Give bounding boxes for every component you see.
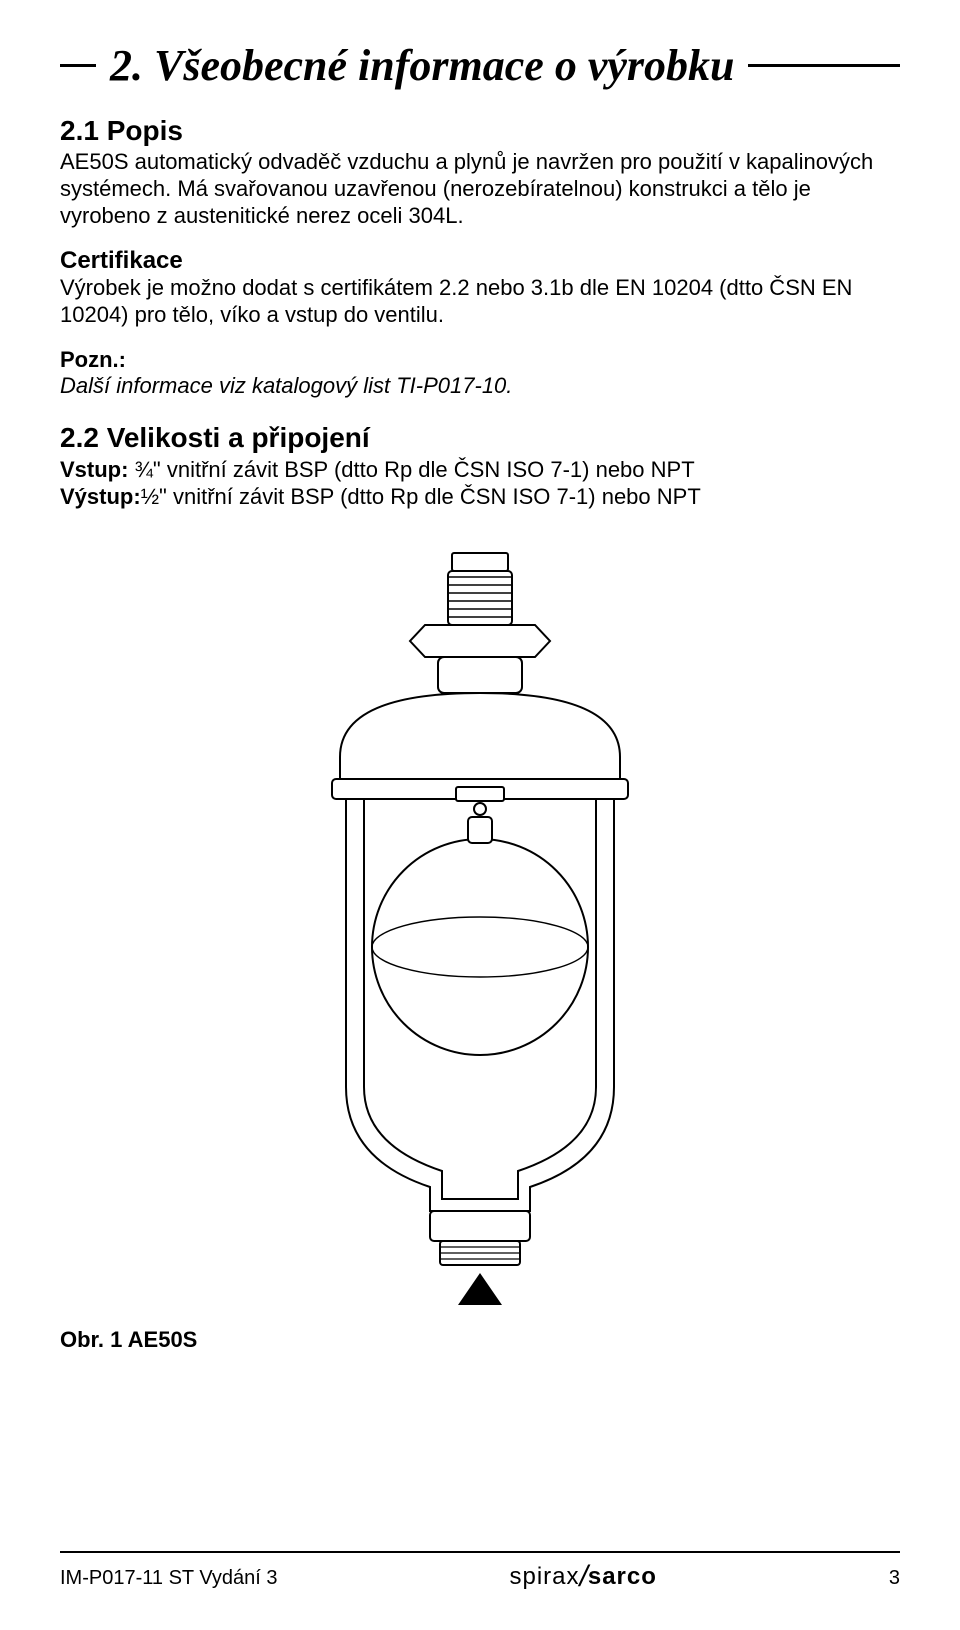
brand-logo: spirax/sarco bbox=[278, 1561, 889, 1590]
footer-page-number: 3 bbox=[889, 1567, 900, 1590]
ae50s-diagram bbox=[270, 547, 690, 1307]
inlet-row: Vstup: ¾" vnitřní závit BSP (dtto Rp dle… bbox=[60, 456, 900, 484]
page-footer: IM-P017-11 ST Vydání 3 spirax/sarco 3 bbox=[60, 1551, 900, 1590]
logo-top: spirax bbox=[509, 1563, 579, 1590]
section-21-heading: 2.1 Popis bbox=[60, 115, 900, 147]
page-title-row: 2. Všeobecné informace o výrobku bbox=[60, 40, 900, 91]
section-21-body: AE50S automatický odvaděč vzduchu a plyn… bbox=[60, 149, 900, 229]
title-rule-left bbox=[60, 64, 96, 67]
figure-caption: Obr. 1 AE50S bbox=[60, 1327, 900, 1353]
note-label: Pozn.: bbox=[60, 347, 900, 373]
logo-bottom: sarco bbox=[588, 1563, 657, 1590]
outlet-label: Výstup: bbox=[60, 484, 141, 509]
note-body: Další informace viz katalogový list TI-P… bbox=[60, 373, 900, 400]
title-rule-right bbox=[748, 64, 900, 67]
page-title: 2. Všeobecné informace o výrobku bbox=[96, 40, 748, 91]
footer-rule bbox=[60, 1551, 900, 1553]
logo-slash-icon: / bbox=[580, 1563, 588, 1590]
cert-heading: Certifikace bbox=[60, 247, 900, 275]
cert-body: Výrobek je možno dodat s certifikátem 2.… bbox=[60, 275, 900, 329]
outlet-row: Výstup:½" vnitřní závit BSP (dtto Rp dle… bbox=[60, 483, 900, 511]
section-22-heading: 2.2 Velikosti a připojení bbox=[60, 422, 900, 454]
inlet-value: ¾" vnitřní závit BSP (dtto Rp dle ČSN IS… bbox=[128, 457, 694, 482]
inlet-label: Vstup: bbox=[60, 457, 128, 482]
footer-left: IM-P017-11 ST Vydání 3 bbox=[60, 1567, 278, 1590]
outlet-value: ½" vnitřní závit BSP (dtto Rp dle ČSN IS… bbox=[141, 484, 701, 509]
